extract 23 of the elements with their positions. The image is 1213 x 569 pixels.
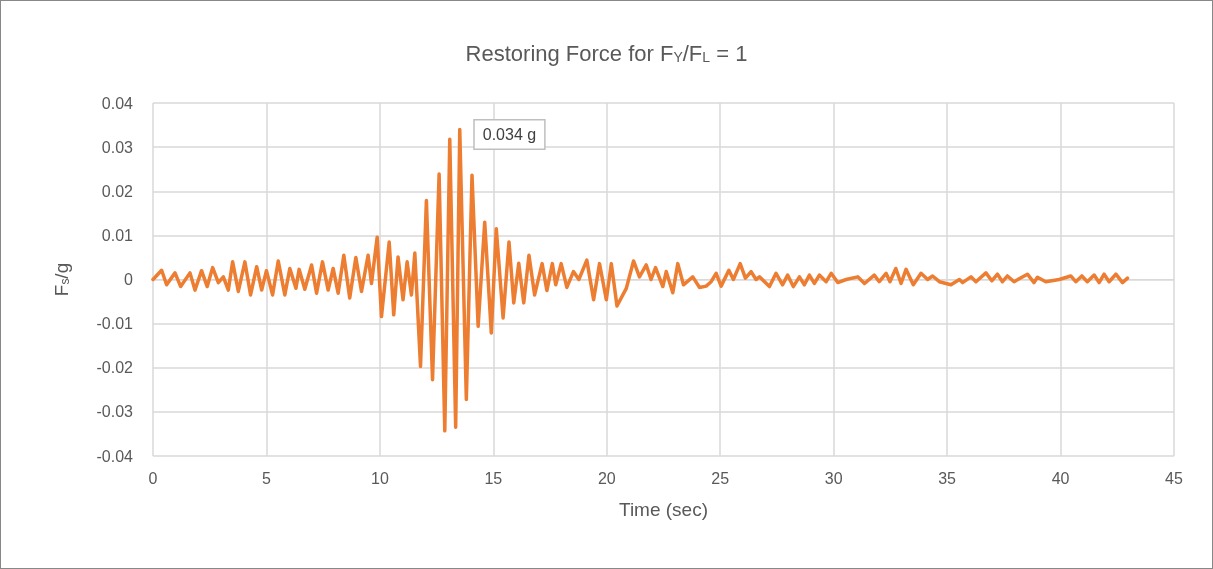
x-tick-label: 20: [597, 469, 616, 487]
y-tick-label: 0.01: [101, 226, 134, 244]
y-tick-label: -0.02: [96, 359, 134, 377]
x-tick-label: 35: [938, 469, 957, 487]
x-axis-title: Time (sec): [618, 499, 709, 520]
x-tick-label: 25: [711, 469, 730, 487]
annotation: 0.034 g: [482, 125, 537, 143]
x-tick-label: 40: [1051, 469, 1070, 487]
y-tick-label: -0.03: [96, 403, 134, 421]
x-tick-label: 0: [148, 469, 158, 487]
y-tick-label: 0.04: [101, 94, 134, 112]
y-tick-label: 0.02: [101, 182, 134, 200]
y-tick-label: -0.01: [96, 315, 134, 333]
y-tick-label: 0: [124, 271, 134, 288]
y-tick-label: -0.04: [96, 447, 134, 465]
y-tick-label: 0.03: [101, 138, 134, 156]
x-tick-label: 45: [1165, 469, 1183, 487]
x-tick-label: 30: [824, 469, 843, 487]
x-tick-label: 5: [261, 469, 271, 487]
line-series: [151, 127, 1130, 433]
chart-title: Restoring Force for FY/FL = 1: [465, 40, 748, 66]
x-tick-label: 10: [370, 469, 389, 487]
x-tick-label: 15: [484, 469, 503, 487]
